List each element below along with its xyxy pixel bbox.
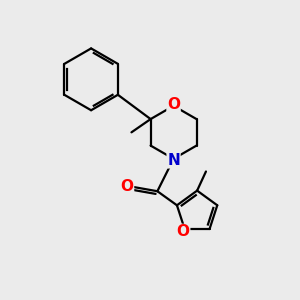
Text: O: O [177,224,190,239]
Text: O: O [167,97,180,112]
Text: N: N [167,153,180,168]
Text: O: O [121,179,134,194]
